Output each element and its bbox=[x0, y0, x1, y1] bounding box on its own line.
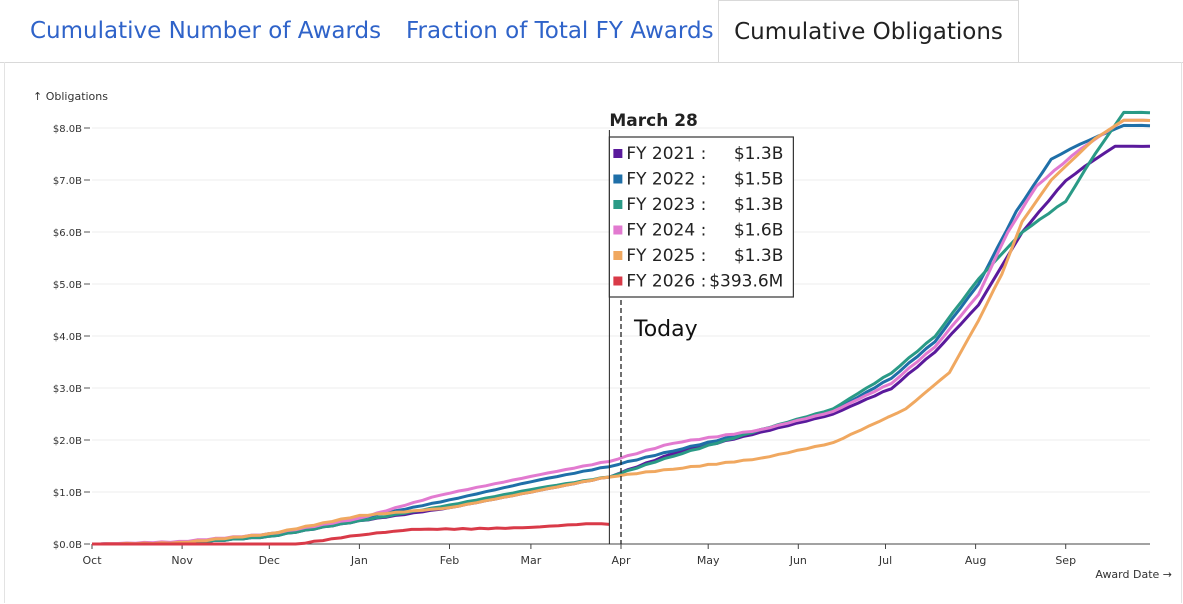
tooltip-row-value: $1.3B bbox=[734, 144, 784, 164]
x-tick-label: May bbox=[697, 554, 720, 567]
tab-cumulative-number-of-awards[interactable]: Cumulative Number of Awards bbox=[30, 18, 382, 44]
tooltip-row-label: FY 2026 : bbox=[626, 272, 706, 292]
tab-bar: Cumulative Number of Awards Fraction of … bbox=[0, 0, 1183, 63]
x-tick-label: Apr bbox=[611, 554, 631, 567]
tooltip-row-label: FY 2022 : bbox=[626, 170, 706, 190]
y-tick-label: $8.0B bbox=[53, 124, 82, 135]
tooltip-swatch bbox=[613, 200, 623, 209]
tooltip-swatch bbox=[613, 174, 623, 184]
tooltip-row-value: $1.3B bbox=[734, 246, 784, 266]
tab-fraction-of-total-fy-awards[interactable]: Fraction of Total FY Awards bbox=[406, 18, 714, 44]
x-tick-label: Oct bbox=[82, 554, 102, 567]
x-tick-label: Mar bbox=[521, 554, 542, 567]
x-tick-label: Jun bbox=[789, 554, 807, 567]
tooltip-row-value: $1.6B bbox=[734, 221, 784, 241]
tooltip-swatch bbox=[613, 149, 623, 158]
tooltip-row-label: FY 2021 : bbox=[626, 144, 706, 164]
tab-cumulative-obligations[interactable]: Cumulative Obligations bbox=[718, 0, 1019, 63]
tooltip-row-value: $1.5B bbox=[734, 170, 784, 190]
y-tick-label: $3.0B bbox=[53, 384, 82, 395]
series-line-fy-2023[interactable] bbox=[92, 110, 1151, 546]
x-tick-label: Jul bbox=[878, 554, 892, 567]
tooltip-swatch bbox=[613, 225, 623, 235]
series-line-fy-2026[interactable] bbox=[92, 522, 610, 546]
today-label: Today bbox=[633, 317, 698, 342]
x-axis-label: Award Date → bbox=[1095, 568, 1172, 581]
y-tick-label: $6.0B bbox=[53, 228, 82, 239]
y-tick-label: $0.0B bbox=[53, 540, 82, 551]
series-line-fy-2025[interactable] bbox=[92, 118, 1151, 546]
y-tick-label: $2.0B bbox=[53, 436, 82, 447]
x-tick-label: Dec bbox=[259, 554, 280, 567]
tooltip-swatch bbox=[613, 251, 623, 260]
y-tick-label: $7.0B bbox=[53, 176, 82, 187]
x-tick-label: Nov bbox=[171, 554, 193, 567]
tooltip-row-label: FY 2025 : bbox=[626, 246, 706, 266]
chart-panel bbox=[4, 62, 1182, 603]
tooltip-box bbox=[608, 136, 794, 298]
hover-date-label: March 28 bbox=[609, 111, 698, 131]
tooltip-swatch bbox=[613, 276, 623, 286]
tab-divider bbox=[0, 62, 1183, 63]
x-tick-label: Jan bbox=[350, 554, 368, 567]
y-tick-label: $4.0B bbox=[53, 332, 82, 343]
tooltip-row-label: FY 2024 : bbox=[626, 221, 706, 241]
y-axis-label: ↑ Obligations bbox=[33, 90, 108, 103]
tooltip-row-value: $1.3B bbox=[734, 195, 784, 215]
x-tick-label: Feb bbox=[440, 554, 459, 567]
x-tick-label: Sep bbox=[1055, 554, 1076, 567]
y-tick-label: $1.0B bbox=[53, 488, 82, 499]
tooltip-row-value: $393.6M bbox=[709, 272, 783, 292]
tooltip-row-label: FY 2023 : bbox=[626, 195, 706, 215]
y-tick-label: $5.0B bbox=[53, 280, 82, 291]
x-tick-label: Aug bbox=[965, 554, 986, 567]
